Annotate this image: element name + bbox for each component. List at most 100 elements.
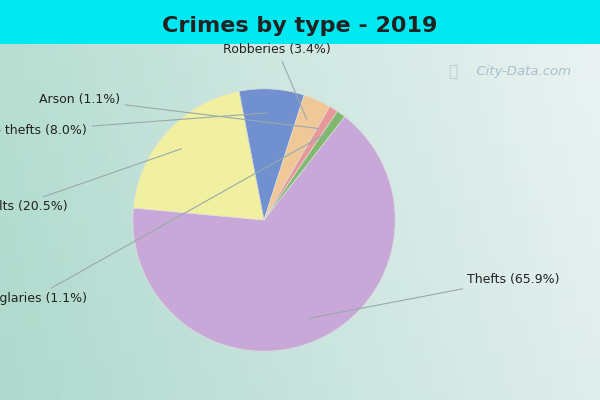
Bar (288, 165, 300, 172)
Bar (264, 58, 276, 65)
Bar (264, 208, 276, 215)
Bar (120, 329, 132, 336)
Bar (576, 386, 588, 393)
Bar (180, 186, 192, 194)
Bar (516, 87, 528, 94)
Bar (300, 293, 312, 300)
Bar (216, 172, 228, 179)
Bar (456, 179, 468, 186)
Bar (360, 94, 372, 101)
Bar (120, 386, 132, 393)
Bar (480, 308, 492, 314)
Bar (96, 379, 108, 386)
Bar (156, 279, 168, 286)
Bar (384, 350, 396, 357)
Bar (492, 286, 504, 293)
Bar (276, 300, 288, 308)
Bar (336, 72, 348, 80)
Bar (144, 158, 156, 165)
Bar (300, 393, 312, 400)
Bar (12, 322, 24, 329)
Bar (312, 122, 324, 130)
Text: Crimes by type - 2019: Crimes by type - 2019 (163, 16, 437, 36)
Bar (204, 72, 216, 80)
Bar (504, 158, 516, 165)
Bar (504, 130, 516, 136)
Bar (204, 194, 216, 201)
Bar (480, 364, 492, 372)
Bar (168, 329, 180, 336)
Bar (540, 136, 552, 144)
Bar (108, 393, 120, 400)
Bar (144, 122, 156, 130)
Bar (264, 122, 276, 130)
Bar (336, 372, 348, 379)
Bar (444, 372, 456, 379)
Bar (480, 350, 492, 357)
Bar (264, 172, 276, 179)
Bar (72, 379, 84, 386)
Bar (420, 314, 432, 322)
Bar (240, 65, 252, 72)
Bar (240, 158, 252, 165)
Bar (120, 265, 132, 272)
Bar (36, 144, 48, 151)
Bar (444, 65, 456, 72)
Bar (504, 179, 516, 186)
Bar (480, 229, 492, 236)
Bar (204, 158, 216, 165)
Bar (492, 108, 504, 115)
Bar (396, 87, 408, 94)
Bar (396, 208, 408, 215)
Bar (288, 364, 300, 372)
Bar (156, 208, 168, 215)
Bar (576, 144, 588, 151)
Bar (204, 272, 216, 279)
Bar (492, 308, 504, 314)
Bar (588, 293, 600, 300)
Bar (540, 51, 552, 58)
Bar (48, 236, 60, 243)
Bar (432, 308, 444, 314)
Bar (516, 186, 528, 194)
Bar (288, 243, 300, 250)
Bar (588, 343, 600, 350)
Bar (540, 108, 552, 115)
Bar (456, 286, 468, 293)
Bar (432, 386, 444, 393)
Bar (192, 279, 204, 286)
Bar (540, 379, 552, 386)
Bar (564, 115, 576, 122)
Bar (576, 208, 588, 215)
Bar (264, 108, 276, 115)
Bar (60, 350, 72, 357)
Bar (264, 250, 276, 258)
Bar (228, 265, 240, 272)
Bar (324, 65, 336, 72)
Bar (144, 279, 156, 286)
Bar (228, 165, 240, 172)
Bar (528, 151, 540, 158)
Bar (528, 393, 540, 400)
Text: Auto thefts (8.0%): Auto thefts (8.0%) (0, 113, 268, 137)
Bar (48, 372, 60, 379)
Bar (516, 51, 528, 58)
Bar (264, 130, 276, 136)
Bar (396, 364, 408, 372)
Bar (324, 322, 336, 329)
Bar (96, 158, 108, 165)
Bar (360, 136, 372, 144)
Bar (336, 194, 348, 201)
Bar (408, 215, 420, 222)
Bar (24, 308, 36, 314)
Bar (480, 44, 492, 51)
Bar (96, 101, 108, 108)
Bar (300, 379, 312, 386)
Bar (384, 122, 396, 130)
Bar (156, 372, 168, 379)
Bar (96, 122, 108, 130)
Bar (588, 314, 600, 322)
Bar (468, 72, 480, 80)
Bar (312, 314, 324, 322)
Bar (168, 386, 180, 393)
